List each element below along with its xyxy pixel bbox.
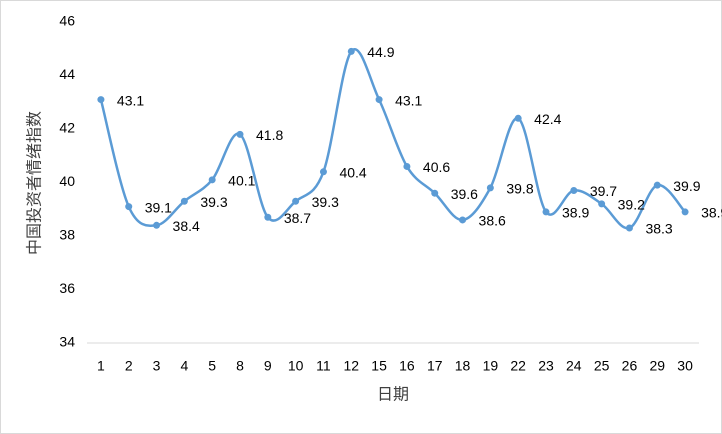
y-tick-label: 44 (59, 66, 75, 82)
x-tick-label: 23 (538, 358, 554, 374)
data-point (403, 162, 411, 170)
data-label: 43.1 (117, 92, 144, 108)
x-tick-label: 16 (399, 358, 415, 374)
x-tick-label: 25 (594, 358, 610, 374)
y-tick-label: 34 (59, 334, 75, 350)
data-label: 39.9 (673, 178, 700, 194)
x-tick-label: 2 (125, 358, 133, 374)
data-point (570, 187, 578, 195)
data-label: 40.4 (339, 165, 366, 181)
line-series (99, 48, 687, 230)
data-point (514, 114, 522, 122)
data-label: 38.9 (562, 205, 589, 221)
data-point (97, 96, 105, 104)
y-tick-label: 40 (59, 173, 75, 189)
data-point (208, 176, 216, 184)
data-point (236, 130, 244, 138)
y-axis-title: 中国投资者情绪指数 (26, 111, 44, 255)
x-tick-label: 26 (622, 358, 638, 374)
data-point (319, 168, 327, 176)
data-label: 40.6 (423, 159, 450, 175)
data-label: 42.4 (534, 111, 561, 127)
x-tick-label: 22 (510, 358, 526, 374)
x-tick-label: 8 (236, 358, 244, 374)
x-tick-label: 18 (455, 358, 471, 374)
data-point (653, 181, 661, 189)
data-label: 39.3 (200, 194, 227, 210)
data-point (681, 208, 689, 216)
data-label: 39.2 (618, 197, 645, 213)
x-tick-label: 15 (371, 358, 387, 374)
y-tick-label: 36 (59, 280, 75, 296)
data-point (180, 197, 188, 205)
data-point (125, 203, 133, 211)
x-tick-label: 30 (677, 358, 693, 374)
data-point (625, 224, 633, 232)
x-tick-label: 12 (343, 358, 359, 374)
x-tick-label: 10 (288, 358, 304, 374)
data-label: 43.1 (395, 92, 422, 108)
x-tick-label: 4 (180, 358, 188, 374)
x-tick-label: 9 (264, 358, 272, 374)
x-tick-label: 5 (208, 358, 216, 374)
data-label: 39.1 (145, 199, 172, 215)
x-tick-label: 17 (427, 358, 443, 374)
x-tick-label: 3 (153, 358, 161, 374)
data-label: 39.8 (506, 181, 533, 197)
data-label: 44.9 (367, 44, 394, 60)
data-point (598, 200, 606, 208)
x-tick-label: 1 (97, 358, 105, 374)
data-point (486, 184, 494, 192)
data-label: 39.7 (590, 183, 617, 199)
data-label: 38.4 (173, 218, 200, 234)
data-label: 38.7 (284, 210, 311, 226)
data-point (264, 213, 272, 221)
data-label: 40.1 (228, 173, 255, 189)
data-point (292, 197, 300, 205)
data-point (459, 216, 467, 224)
y-tick-label: 38 (59, 227, 75, 243)
data-point (375, 96, 383, 104)
x-tick-label: 29 (649, 358, 665, 374)
x-tick-label: 11 (316, 358, 331, 374)
data-label: 38.3 (645, 221, 672, 237)
data-label: 38.9 (701, 205, 722, 221)
data-point (431, 189, 439, 197)
data-label: 41.8 (256, 127, 283, 143)
data-label: 38.6 (479, 213, 506, 229)
data-label: 39.3 (312, 194, 339, 210)
x-tick-label: 19 (483, 358, 499, 374)
y-tick-label: 46 (59, 13, 75, 29)
data-point (347, 47, 355, 55)
data-label: 39.6 (451, 186, 478, 202)
y-tick-label: 42 (59, 120, 75, 136)
data-point (542, 208, 550, 216)
x-tick-label: 24 (566, 358, 582, 374)
data-point (153, 221, 161, 229)
x-axis-title: 日期 (377, 386, 409, 404)
